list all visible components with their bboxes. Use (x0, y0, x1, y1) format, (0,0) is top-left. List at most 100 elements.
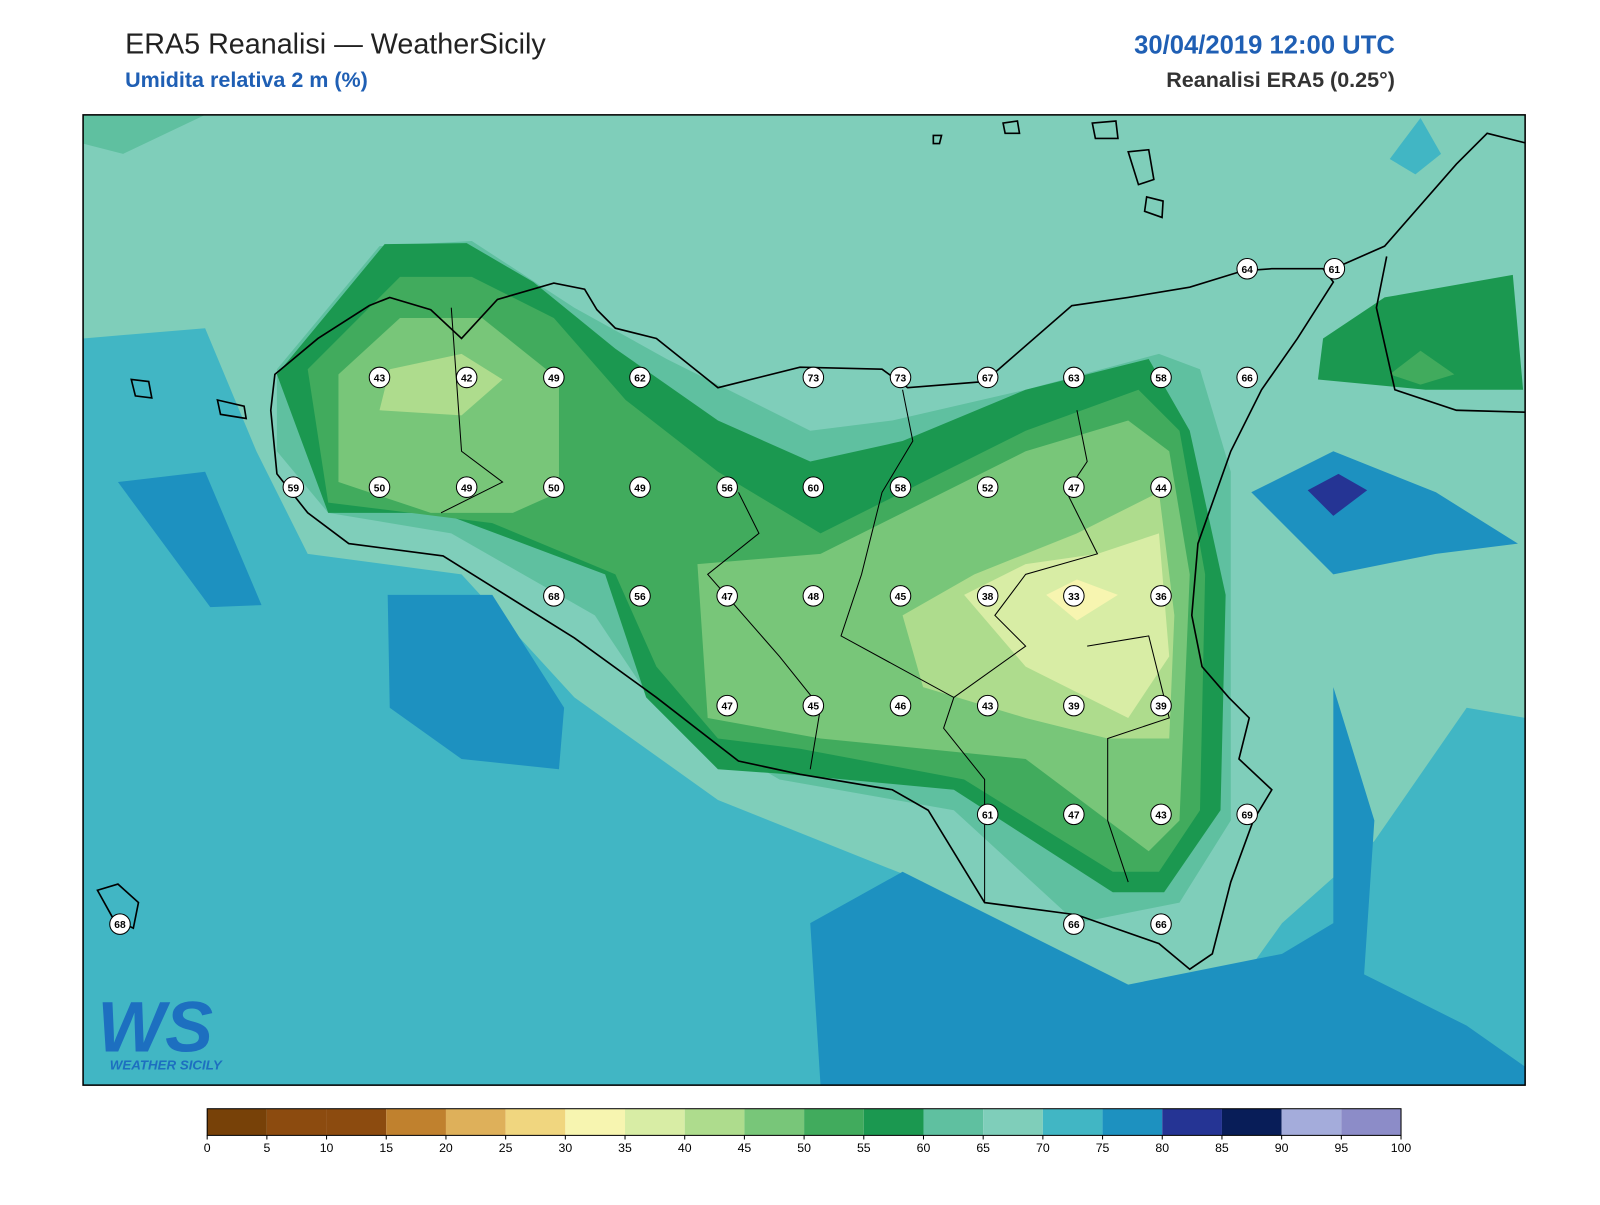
station-marker (629, 476, 651, 498)
colorbar-swatch (1281, 1108, 1342, 1136)
contour-band (1251, 451, 1518, 575)
station-value: 43 (374, 374, 386, 385)
station-marker (1150, 585, 1172, 607)
colorbar-tick-label: 35 (618, 1141, 632, 1155)
colorbar-swatch (804, 1108, 864, 1136)
datetime: 30/04/2019 12:00 UTC (1134, 31, 1395, 59)
title: ERA5 Reanalisi — WeatherSicily (125, 28, 546, 60)
station-value: 50 (548, 483, 560, 494)
station-value: 59 (288, 483, 300, 494)
station-marker (282, 476, 305, 498)
station-value: 68 (114, 920, 126, 931)
contour-band (964, 533, 1170, 718)
station-value: 49 (634, 483, 646, 494)
colorbar-swatch (565, 1108, 626, 1136)
station-value: 64 (1241, 265, 1253, 276)
colorbar-tick-label: 95 (1334, 1141, 1348, 1155)
colorbar-tick-label: 60 (917, 1141, 931, 1155)
station-marker (802, 694, 825, 717)
colorbar-swatch (1162, 1108, 1222, 1136)
station-marker (716, 476, 738, 498)
station-value: 36 (1155, 592, 1167, 603)
station-value: 42 (461, 374, 473, 385)
stations: 64 61 43 42 49 62 73 73 67 63 58 66 59 50 49 50 49 56 60 58… (109, 257, 1346, 935)
colorbar-tick-label: 80 (1155, 1141, 1169, 1155)
map (83, 114, 1526, 1086)
contour-band (1307, 473, 1368, 516)
station-value: 49 (461, 483, 473, 494)
station-marker (1236, 803, 1258, 826)
logo-mark: WS (97, 987, 213, 1067)
colorbar-tick-label: 15 (379, 1141, 393, 1155)
subtitle: Umidita relativa 2 m (%) (125, 68, 368, 92)
station-value: 49 (548, 374, 560, 385)
colorbar-swatch (505, 1108, 566, 1136)
station-value: 47 (721, 702, 733, 713)
contour-band (83, 114, 206, 154)
station-marker (1150, 694, 1172, 717)
station-value: 33 (1068, 592, 1080, 603)
colorbar-tick-label: 40 (678, 1141, 692, 1155)
station-marker (802, 366, 825, 389)
station-marker (1236, 257, 1258, 280)
colorbar-swatch (625, 1108, 685, 1136)
station-marker (1063, 913, 1085, 935)
station-value: 52 (982, 483, 994, 494)
station-marker (976, 803, 999, 826)
colorbar-tick-label: 65 (976, 1141, 990, 1155)
station-value: 47 (721, 592, 733, 603)
station-marker (1150, 366, 1172, 389)
station-value: 39 (1068, 702, 1080, 713)
station-marker (889, 585, 912, 607)
colorbar-tick-label: 10 (320, 1141, 334, 1155)
station-value: 45 (895, 592, 907, 603)
station-value: 58 (1155, 374, 1167, 385)
station-marker (543, 476, 565, 498)
map-frame (82, 114, 1526, 1086)
station-marker (889, 476, 912, 498)
colorbar-swatch (266, 1108, 327, 1136)
sicily-coast (269, 267, 1335, 971)
station-marker (1150, 913, 1172, 935)
colorbar-tick-label: 100 (1391, 1141, 1412, 1155)
station-value: 73 (895, 374, 907, 385)
station-marker (716, 694, 738, 717)
colorbar-tick-label: 45 (738, 1141, 752, 1155)
station-value: 44 (1155, 483, 1167, 494)
station-value: 66 (1155, 920, 1167, 931)
station-marker (1063, 694, 1085, 717)
station-value: 56 (634, 592, 646, 603)
colorbar-swatch (1042, 1108, 1103, 1136)
station-value: 66 (1241, 374, 1253, 385)
station-marker (976, 476, 999, 498)
station-value: 69 (1241, 810, 1253, 821)
station-value: 60 (808, 483, 820, 494)
station-marker (889, 694, 912, 717)
station-value: 46 (895, 702, 907, 713)
logo: WS WEATHER SICILY (97, 987, 222, 1072)
station-value: 61 (982, 810, 994, 821)
contour-band (117, 471, 262, 608)
station-value: 67 (982, 374, 994, 385)
source: Reanalisi ERA5 (0.25°) (1166, 68, 1395, 92)
station-value: 48 (808, 592, 820, 603)
contour-band (1389, 350, 1455, 385)
logo-text: WEATHER SICILY (110, 1058, 223, 1073)
colorbar-swatch (326, 1108, 387, 1136)
station-marker (1063, 585, 1085, 607)
station-marker (802, 476, 825, 498)
station-marker (976, 694, 999, 717)
station-marker (1063, 366, 1085, 389)
colorbar-swatch (207, 1108, 267, 1136)
station-marker (1323, 257, 1346, 280)
station-marker (455, 476, 478, 498)
colorbar-swatch (386, 1108, 446, 1136)
station-value: 61 (1329, 265, 1341, 276)
station-marker (368, 476, 391, 498)
colorbar-swatch (744, 1108, 805, 1136)
station-value: 73 (808, 374, 820, 385)
colorbar-swatch (1341, 1108, 1402, 1136)
colorbar-tick-label: 75 (1096, 1141, 1110, 1155)
station-value: 43 (1155, 810, 1167, 821)
station-marker (889, 366, 912, 389)
